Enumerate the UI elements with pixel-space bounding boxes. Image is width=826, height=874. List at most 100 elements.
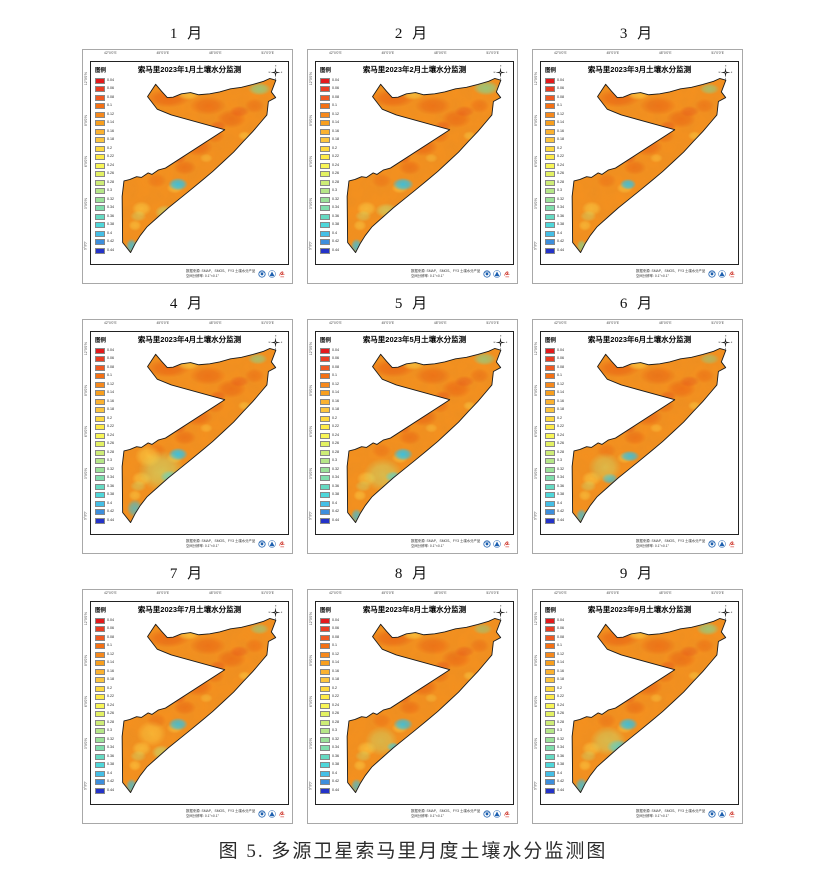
legend-swatch [320,492,330,499]
legend-item: 0.14 [320,659,352,668]
legend-value: 0.44 [332,787,339,792]
latitude-ticks-left: 12°0'0"N 9°0'0"N 6°0'0"N 3°0'0"N 0°0'0" [84,61,90,263]
legend-swatch [95,222,105,229]
compass-e-label: E [731,612,733,614]
legend-value: 0.28 [332,449,339,454]
legend-swatch [545,111,555,118]
latitude-tick-label: 12°0'0"N [533,612,538,626]
longitude-tick-label: 51°0'0"E [486,591,499,595]
compass-icon: N E S W [493,606,508,620]
legend-swatch [95,702,105,709]
somalia-map [565,614,731,801]
somalia-map [115,614,281,801]
legend-item: 0.16 [95,398,127,407]
legend-value: 0.18 [107,137,114,142]
legend-swatch [95,364,105,371]
legend-item: 0.16 [545,128,577,137]
month-label: 2 月 [394,26,431,42]
legend-value: 0.1 [107,373,112,378]
map-frame: 42°0'0"E 45°0'0"E 48°0'0"E 51°0'0"E 12°0'0"… [532,49,743,284]
legend-item: 0.42 [320,508,352,517]
legend-value: 0.18 [557,407,564,412]
latitude-tick-label: 3°0'0"N [83,198,88,210]
legend-item: 0.28 [320,719,352,728]
longitude-tick-label: 42°0'0"E [104,51,117,55]
legend-value: 0.44 [332,517,339,522]
legend-value: 0.14 [332,660,339,665]
legend-item: 0.38 [545,221,577,230]
legend-value: 0.2 [332,415,337,420]
legend: 图例 0.04 0.06 0.08 0.1 0.12 0.14 0.16 0.18 0.2 0.2… [95,606,127,795]
legend-value: 0.16 [557,128,564,133]
legend-swatch [320,685,330,692]
longitude-tick-label: 48°0'0"E [658,591,672,595]
legend-value: 0.22 [557,154,564,159]
legend-swatch [95,213,105,220]
latitude-tick-label: 0°0'0" [533,511,538,520]
legend-item: 0.06 [320,355,352,364]
triangle-logo-icon [493,809,501,818]
legend-swatch [95,736,105,743]
map-panel: 7 月 42°0'0"E 45°0'0"E 48°0'0"E 51°0'0"E 12°… [82,562,293,824]
source-note-line2: 空间分辨率: 0.1°×0.1° [636,273,669,278]
compass-n-label: N [275,66,277,68]
legend-value: 0.26 [557,171,564,176]
legend-item: 0.4 [95,230,127,239]
legend-value: 0.22 [332,424,339,429]
legend-value: 0.42 [107,779,114,784]
legend-item: 0.24 [545,432,577,441]
legend-item: 0.08 [545,364,577,373]
legend-item: 0.22 [545,693,577,702]
latitude-ticks-left: 12°0'0"N 9°0'0"N 6°0'0"N 3°0'0"N 0°0'0" [534,61,540,263]
legend-swatch [95,685,105,692]
legend-item: 0.06 [95,85,127,94]
legend-swatch [545,94,555,101]
legend-title: 图例 [320,68,332,74]
legend-item: 0.34 [545,744,577,753]
latitude-tick-label: 0°0'0" [83,511,88,520]
legend-item: 0.14 [320,389,352,398]
legend-swatch [545,137,555,144]
legend-title: 图例 [320,338,332,344]
legend-item: 0.12 [320,651,352,660]
legend-swatch [320,171,330,178]
legend-item: 0.42 [320,778,352,787]
latitude-tick-label: 6°0'0"N [533,156,538,168]
legend-item: 0.08 [95,94,127,103]
longitude-tick-label: 48°0'0"E [658,51,672,55]
legend-value: 0.18 [557,677,564,682]
legend-swatch [320,77,330,84]
legend-item: 0.22 [320,153,352,162]
compass-s-label: S [275,349,277,350]
legend-item: 0.36 [95,753,127,762]
legend-title: 图例 [545,608,557,614]
compass-w-label: W [493,342,495,344]
legend-item: 0.2 [545,685,577,694]
legend-swatch [320,677,330,684]
legend-item: 0.2 [95,145,127,154]
legend-value: 0.42 [107,239,114,244]
legend-swatch [320,415,330,422]
map-inner-frame: 索马里2023年2月土壤水分监测 图例 0.04 0.06 0.08 0.1 0.12 0… [315,61,514,265]
month-label: 8 月 [394,566,431,582]
legend-swatch [95,475,105,482]
globe-logo-icon [483,809,491,818]
latitude-tick-label: 3°0'0"N [533,198,538,210]
globe-logo-icon [708,269,716,278]
legend-item: 0.2 [320,685,352,694]
legend-item: 0.26 [320,170,352,179]
legend-item: 0.42 [95,238,127,247]
legend-item: 0.3 [545,187,577,196]
legend-item: 0.34 [95,204,127,213]
longitude-ticks-top: 42°0'0"E 45°0'0"E 48°0'0"E 51°0'0"E [90,321,288,325]
legend-swatch [545,222,555,229]
latitude-tick-label: 0°0'0" [308,511,313,520]
source-note: 数据来源: SMAP、SMOS、FY3 土壤水分产品 空间分辨率: 0.1°×0… [186,809,255,818]
legend-item: 0.3 [320,187,352,196]
legend-item: 0.1 [545,642,577,651]
legend-swatch [95,677,105,684]
red-signature-logo-icon [504,811,510,817]
legend-item: 0.4 [320,230,352,239]
legend-swatch [320,137,330,144]
